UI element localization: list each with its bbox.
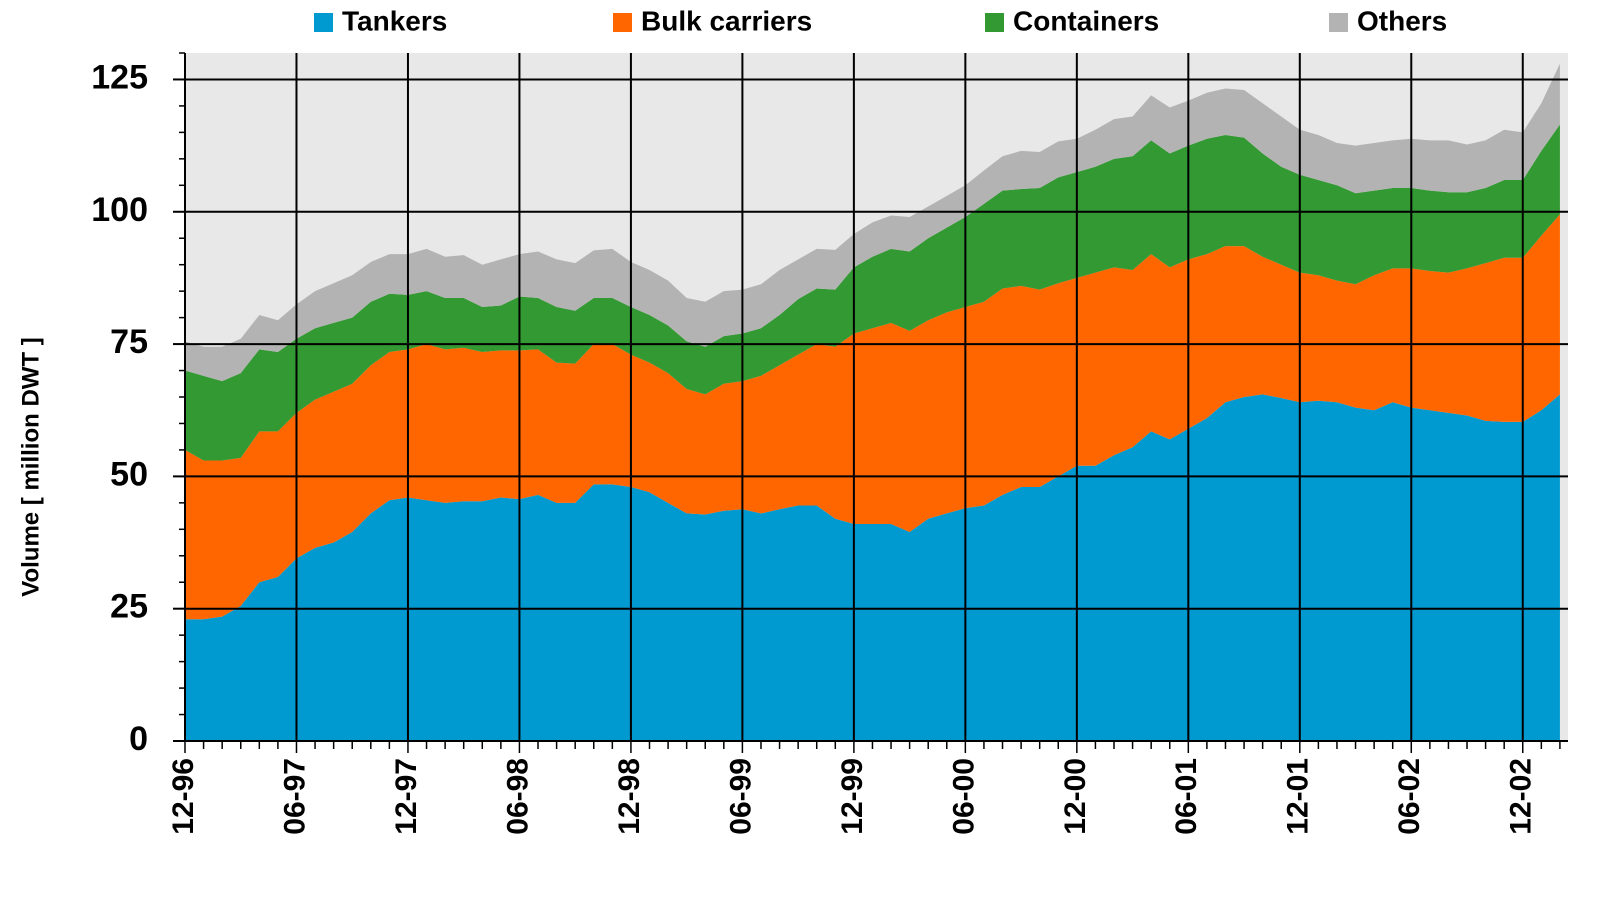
legend-swatch [613,13,632,32]
x-tick-label: 06-98 [501,758,534,835]
y-tick-label: 125 [91,58,148,96]
legend-label: Tankers [342,5,447,36]
x-tick-label: 12-02 [1505,758,1538,835]
x-tick-label: 06-02 [1393,758,1426,835]
x-tick-label: 12-98 [613,758,646,835]
legend-label: Others [1357,5,1447,36]
legend-swatch [1329,13,1348,32]
x-tick-label: 12-01 [1282,758,1315,835]
legend-label: Containers [1013,5,1159,36]
legend-swatch [985,13,1004,32]
x-tick-label: 12-99 [836,758,869,835]
y-tick-label: 100 [91,191,148,229]
x-tick-label: 12-97 [390,758,423,835]
area [185,394,1560,741]
area [185,124,1560,461]
y-tick-label: 50 [110,455,148,493]
y-tick-label: 0 [129,720,148,758]
y-axis-title: Volume [ million DWT ] [17,337,44,597]
y-tick-label: 25 [110,588,148,626]
x-tick-label: 06-99 [724,758,757,835]
y-tick-label: 75 [110,323,148,361]
x-tick-label: 06-97 [278,758,311,835]
area [185,214,1560,620]
legend-swatch [314,13,333,32]
x-tick-label: 12-96 [167,758,200,835]
x-tick-label: 06-00 [947,758,980,835]
x-tick-label: 12-00 [1059,758,1092,835]
legend-label: Bulk carriers [641,5,812,36]
x-tick-label: 06-01 [1170,758,1203,835]
